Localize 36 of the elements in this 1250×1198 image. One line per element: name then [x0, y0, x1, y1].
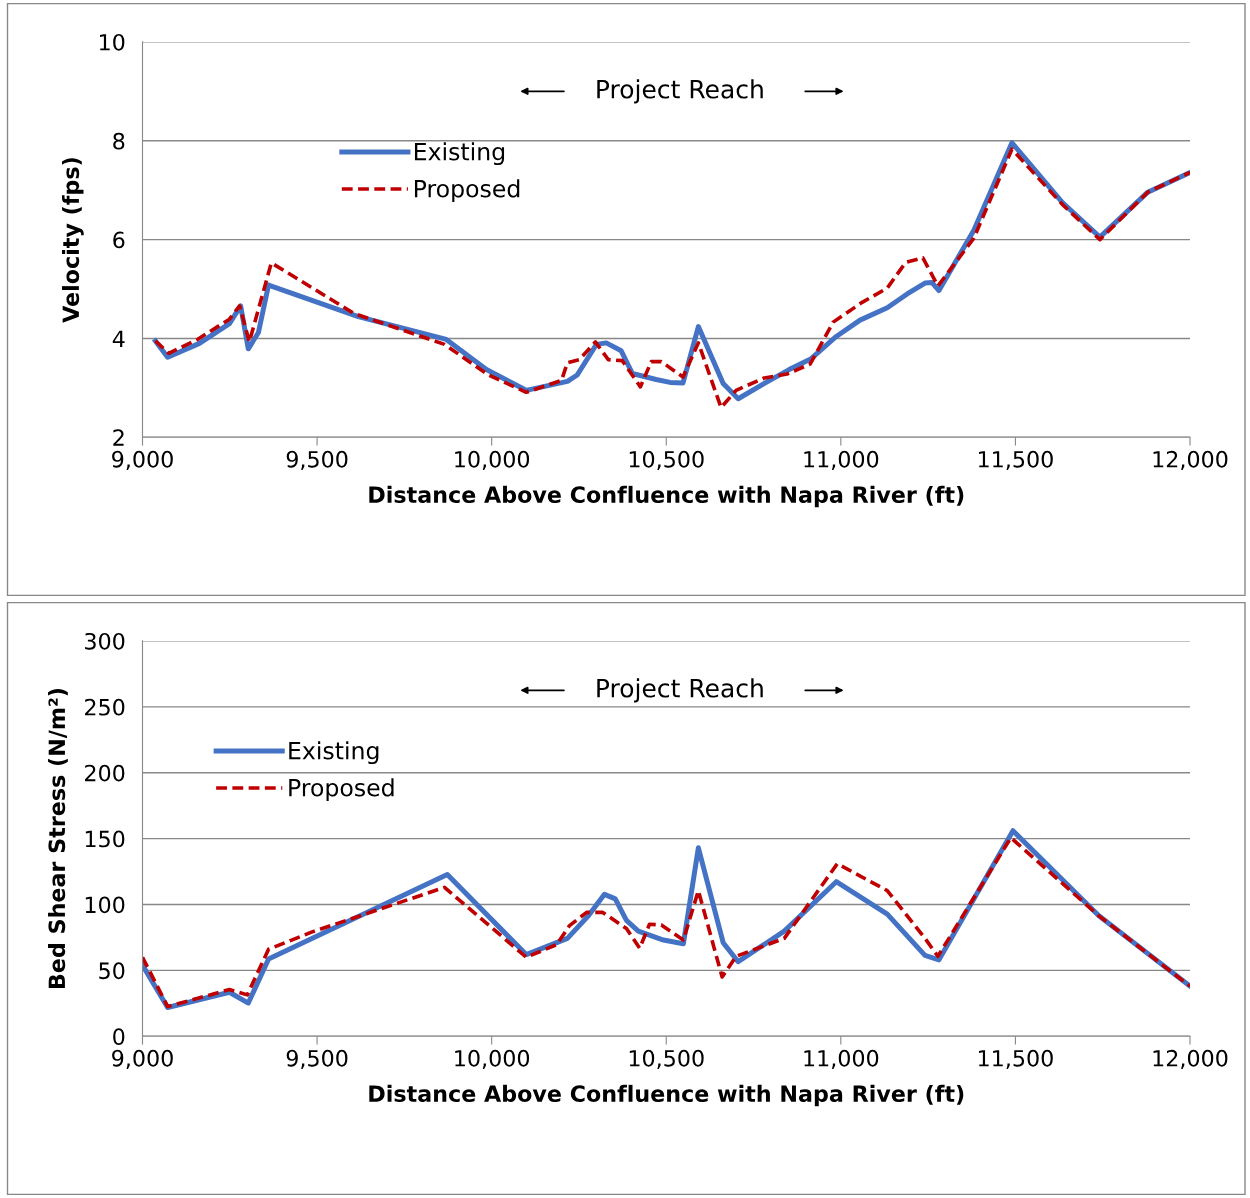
x-tick-label: 9,500	[286, 1049, 348, 1069]
y-tick-label: 8	[113, 132, 125, 150]
x-tick-label: 12,000	[1153, 450, 1228, 470]
legend-label: Proposed	[289, 778, 394, 802]
y-tick-label: 150	[85, 830, 125, 848]
x-axis-title: Distance Above Confluence with Napa River (ft)	[369, 485, 964, 508]
y-tick-label: 10	[100, 33, 125, 51]
y-tick-label: 200	[85, 764, 125, 782]
annotation: Project Reach	[597, 678, 763, 703]
x-tick-label: 9,000	[112, 450, 173, 470]
x-axis-title: Distance Above Confluence with Napa River (ft)	[369, 1084, 964, 1107]
x-tick-label: 11,000	[804, 450, 879, 470]
y-tick-label: 6	[113, 231, 125, 249]
legend-label: Existing	[289, 741, 379, 765]
x-tick-label: 10,000	[455, 1049, 530, 1069]
x-tick-label: 11,500	[978, 450, 1053, 470]
y-tick-label: 2	[113, 429, 124, 446]
x-tick-label: 10,000	[455, 450, 530, 470]
y-axis-title: Velocity (fps)	[61, 158, 84, 323]
x-tick-label: 11,000	[804, 1049, 879, 1069]
y-tick-label: 100	[85, 896, 125, 914]
y-tick-label: 0	[113, 1028, 125, 1046]
x-tick-label: 11,500	[978, 1049, 1053, 1069]
y-axis-title: Bed Shear Stress (N/m²)	[48, 689, 68, 989]
y-tick-label: 4	[112, 330, 125, 347]
legend-label: Proposed	[414, 179, 520, 203]
y-tick-label: 50	[99, 962, 125, 980]
x-tick-label: 12,000	[1153, 1049, 1228, 1069]
x-tick-label: 10,500	[629, 450, 704, 470]
annotation: Project Reach	[597, 79, 763, 104]
x-tick-label: 9,500	[286, 450, 348, 470]
x-tick-label: 10,500	[629, 1049, 704, 1069]
y-tick-label: 300	[85, 632, 125, 650]
x-tick-label: 9,000	[112, 1049, 173, 1069]
legend-label: Existing	[414, 142, 505, 166]
y-tick-label: 250	[85, 698, 125, 716]
